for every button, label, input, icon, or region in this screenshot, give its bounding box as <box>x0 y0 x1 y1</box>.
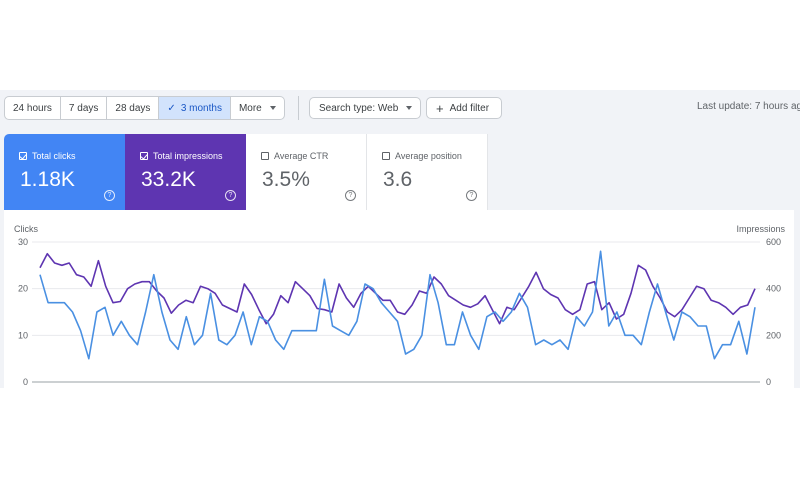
date-range-filter: 24 hours 7 days 28 days ✓ 3 months More <box>4 96 285 120</box>
add-filter-button[interactable]: + Add filter <box>426 97 502 119</box>
metric-cards: Total clicks 1.18K ? Total impressions 3… <box>4 134 488 210</box>
left-tick-label: 0 <box>23 377 28 387</box>
left-tick-label: 10 <box>18 330 28 340</box>
add-filter-label: Add filter <box>449 102 490 114</box>
metric-label: Total impressions <box>153 151 223 161</box>
caret-down-icon <box>406 106 413 110</box>
metric-label: Total clicks <box>32 151 76 161</box>
impressions-series-line <box>39 252 756 325</box>
metric-value: 3.6 <box>383 168 413 191</box>
metric-label-row: Total clicks <box>19 151 76 161</box>
help-circle-icon[interactable]: ? <box>466 190 477 201</box>
metric-label: Average position <box>395 151 462 161</box>
metric-label: Average CTR <box>274 151 329 161</box>
range-24-hours[interactable]: 24 hours <box>5 97 61 119</box>
last-update-text: Last update: 7 hours ago <box>697 101 800 112</box>
metric-card-average-position[interactable]: Average position 3.6 ? <box>367 134 488 210</box>
clicks-series-line <box>39 250 756 360</box>
date-range-segmented-control: 24 hours 7 days 28 days ✓ 3 months More <box>4 96 285 120</box>
metric-card-total-clicks[interactable]: Total clicks 1.18K ? <box>4 134 125 210</box>
metric-label-row: Total impressions <box>140 151 223 161</box>
right-axis-title: Impressions <box>736 224 785 234</box>
toolbar-divider <box>298 96 299 120</box>
search-type-label: Search type: Web <box>319 102 399 114</box>
range-28-days[interactable]: 28 days <box>107 97 160 119</box>
left-tick-label: 30 <box>18 237 28 247</box>
metric-value: 1.18K <box>20 168 75 191</box>
range-7-days[interactable]: 7 days <box>61 97 108 119</box>
plus-icon: + <box>436 100 444 116</box>
help-circle-icon[interactable]: ? <box>225 190 236 201</box>
check-icon: ✓ <box>167 102 176 114</box>
checkbox-unchecked-icon[interactable] <box>261 152 269 160</box>
help-circle-icon[interactable]: ? <box>345 190 356 201</box>
left-tick-label: 20 <box>18 284 28 294</box>
metric-label-row: Average position <box>382 151 462 161</box>
right-tick-label: 0 <box>766 377 771 387</box>
metric-label-row: Average CTR <box>261 151 328 161</box>
metric-value: 3.5% <box>262 168 310 191</box>
checkbox-checked-icon[interactable] <box>19 152 27 160</box>
right-tick-label: 200 <box>766 330 781 340</box>
metric-card-total-impressions[interactable]: Total impressions 33.2K ? <box>125 134 246 210</box>
range-more-dropdown[interactable]: More <box>231 97 284 119</box>
range-3-months[interactable]: ✓ 3 months <box>159 97 231 119</box>
search-type-dropdown[interactable]: Search type: Web <box>309 97 421 119</box>
range-3-months-label: 3 months <box>180 102 222 114</box>
right-tick-label: 600 <box>766 237 781 247</box>
help-circle-icon[interactable]: ? <box>104 190 115 201</box>
checkbox-unchecked-icon[interactable] <box>382 152 390 160</box>
metric-card-average-ctr[interactable]: Average CTR 3.5% ? <box>246 134 367 210</box>
range-more-label: More <box>238 102 262 114</box>
left-axis-title: Clicks <box>14 224 38 234</box>
metric-value: 33.2K <box>141 168 196 191</box>
caret-down-icon <box>269 106 276 110</box>
right-tick-label: 400 <box>766 284 781 294</box>
checkbox-checked-icon[interactable] <box>140 152 148 160</box>
